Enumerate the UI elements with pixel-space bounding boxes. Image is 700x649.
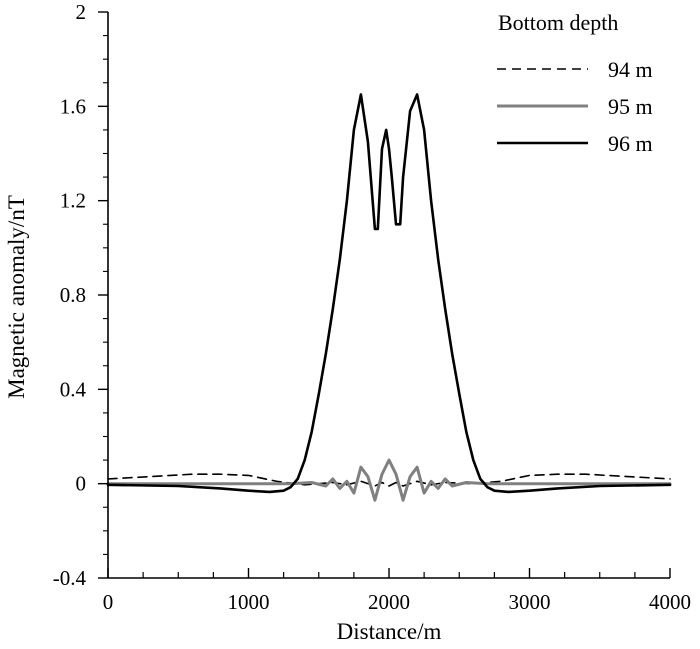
x-axis-title: Distance/m — [337, 619, 442, 644]
x-tick-label: 4000 — [649, 590, 691, 614]
y-tick-label: 0 — [76, 472, 87, 496]
legend-title: Bottom depth — [498, 10, 618, 35]
legend-label-1: 94 m — [608, 57, 653, 82]
series-line-2 — [106, 458, 672, 502]
y-tick-label: 0.4 — [60, 377, 87, 401]
y-tick-label: -0.4 — [53, 566, 87, 590]
legend-label-3: 96 m — [608, 131, 653, 156]
axes — [107, 12, 670, 579]
series-line-3 — [106, 93, 672, 494]
tick-labels: 0 1000 2000 3000 4000 -0.4 0 0.4 0.8 1.2 1.6 2 — [53, 0, 691, 614]
x-tick-label: 0 — [103, 590, 114, 614]
y-tick-label: 0.8 — [60, 283, 86, 307]
y-tick-label: 1.2 — [60, 189, 86, 213]
x-tick-label: 3000 — [509, 590, 551, 614]
x-tick-label: 2000 — [368, 590, 410, 614]
ticks — [98, 11, 671, 579]
legend-label-2: 95 m — [608, 94, 653, 119]
series-line-1 — [107, 473, 671, 487]
y-axis-title: Magnetic anomaly/nT — [4, 195, 29, 399]
x-tick-label: 1000 — [228, 590, 270, 614]
plot-lines — [106, 93, 672, 502]
legend: Bottom depth 94 m 95 m 96 m — [497, 10, 653, 156]
y-tick-label: 2 — [76, 0, 87, 24]
y-tick-label: 1.6 — [60, 94, 86, 118]
